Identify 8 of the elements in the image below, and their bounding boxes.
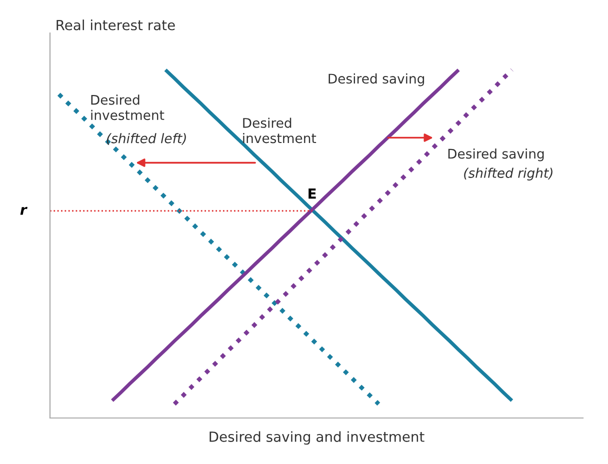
series-label: Desired saving (shifted right) [448,148,552,181]
x-axis-title: Desired saving and investment [210,431,424,445]
annotation: E [308,188,316,199]
series-label: Desired investment [243,118,316,144]
series-label: Desired saving [328,73,424,86]
series-label: Desired investment (shifted left) [91,94,186,145]
ref-line-label: r [20,206,28,215]
y-axis-title: Real interest rate [56,20,175,30]
